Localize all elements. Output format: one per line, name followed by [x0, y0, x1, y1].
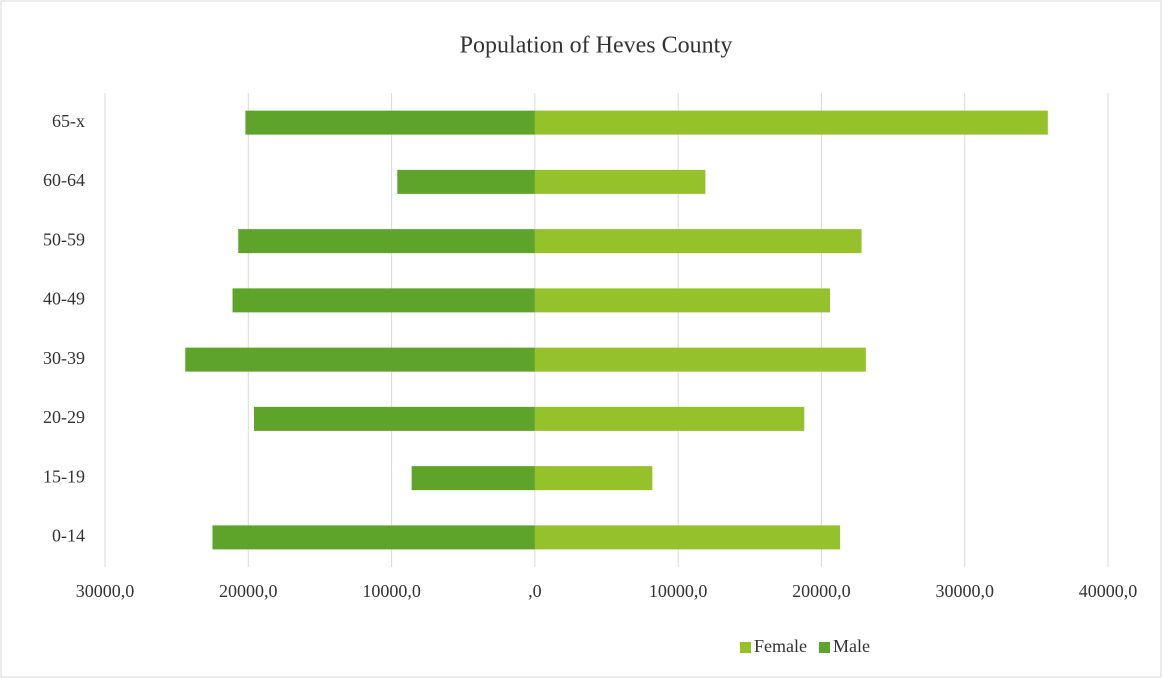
- y-tick-label: 0-14: [52, 526, 85, 546]
- bar: [238, 229, 535, 254]
- legend-swatch: [818, 642, 830, 653]
- bar: [534, 288, 831, 313]
- x-tick-label: ,0: [528, 581, 542, 601]
- bar: [534, 229, 862, 254]
- bar: [232, 288, 535, 313]
- bar: [397, 169, 535, 194]
- bar: [534, 525, 841, 550]
- bar: [534, 406, 805, 431]
- y-tick-label: 60-64: [43, 170, 85, 190]
- bar: [534, 110, 1048, 135]
- y-tick-label: 40-49: [43, 289, 85, 309]
- legend-label: Male: [833, 636, 870, 656]
- bar: [212, 525, 535, 550]
- bar: [534, 466, 653, 491]
- x-tick-label: 30000,0: [935, 581, 994, 601]
- x-tick-label: 10000,0: [649, 581, 708, 601]
- x-tick-label: 10000,0: [362, 581, 421, 601]
- x-tick-label: 20000,0: [219, 581, 278, 601]
- bar: [254, 406, 535, 431]
- y-tick-label: 50-59: [43, 229, 85, 249]
- legend-label: Female: [754, 636, 807, 656]
- x-tick-label: 20000,0: [792, 581, 851, 601]
- bar: [411, 466, 535, 491]
- x-tick-label: 30000,0: [76, 581, 135, 601]
- y-tick-label: 20-29: [43, 407, 85, 427]
- bar: [185, 347, 535, 372]
- x-tick-label: 40000,0: [1079, 581, 1138, 601]
- bar: [534, 347, 866, 372]
- y-tick-label: 65-x: [52, 111, 85, 131]
- bar: [245, 110, 535, 135]
- bar: [534, 169, 706, 194]
- y-tick-label: 15-19: [43, 466, 85, 486]
- legend-swatch: [740, 642, 751, 653]
- y-tick-label: 30-39: [43, 348, 85, 368]
- chart-title: Population of Heves County: [460, 33, 733, 59]
